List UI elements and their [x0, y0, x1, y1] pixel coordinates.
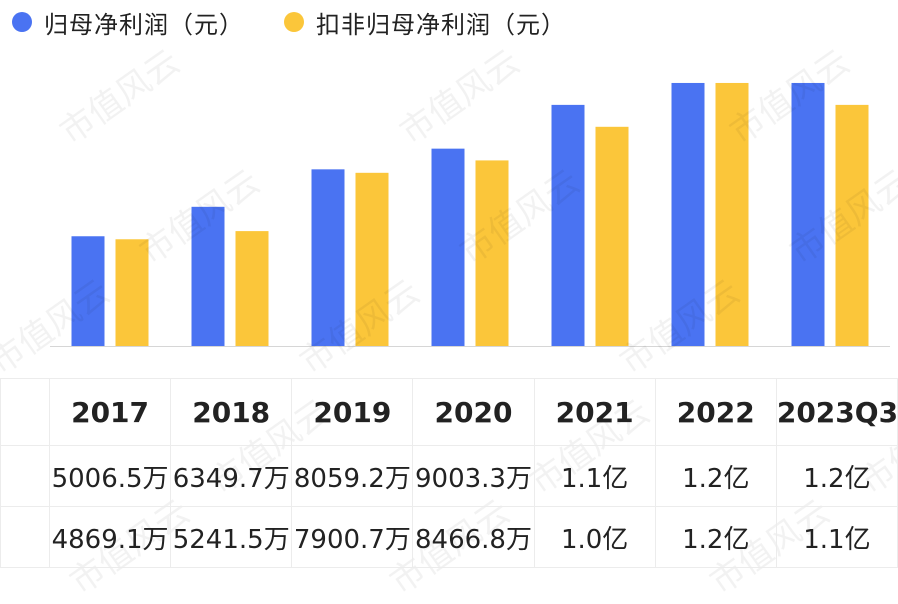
year-header: 2019	[291, 378, 414, 446]
table-header-row: 2017 2018 2019 2020 2021 2022 2023Q3	[0, 378, 898, 446]
row-marker-net-profit	[0, 445, 50, 507]
bar-net-profit-2018[interactable]	[191, 206, 225, 346]
table-row-net-profit: 5006.5万 6349.7万 8059.2万 9003.3万 1.1亿 1.2…	[0, 445, 898, 507]
table-cell: 1.1亿	[775, 506, 898, 568]
bar-adjusted-net-profit-2018[interactable]	[235, 231, 269, 346]
bar-net-profit-2023Q3[interactable]	[791, 82, 825, 347]
year-header: 2018	[170, 378, 293, 446]
table-cell: 1.2亿	[654, 506, 777, 568]
legend-dot-net-profit	[12, 12, 32, 32]
table-cell: 7900.7万	[291, 506, 414, 568]
table-corner	[0, 378, 50, 446]
table-cell: 1.2亿	[775, 445, 898, 507]
bar-net-profit-2022[interactable]	[671, 82, 705, 347]
legend-label-adjusted-net-profit: 扣非归母净利润（元）	[316, 10, 566, 39]
bar-group-2019	[311, 169, 389, 346]
table-cell: 8466.8万	[412, 506, 535, 568]
legend-item-adjusted-net-profit[interactable]: 扣非归母净利润（元）	[284, 5, 566, 40]
bar-net-profit-2019[interactable]	[311, 169, 345, 346]
year-header: 2017	[48, 378, 172, 446]
bar-adjusted-net-profit-2017[interactable]	[115, 239, 149, 346]
table-cell: 6349.7万	[170, 445, 293, 507]
bar-group-2023Q3	[791, 82, 869, 347]
year-header: 2023Q3	[775, 378, 898, 446]
bar-adjusted-net-profit-2019[interactable]	[355, 172, 389, 346]
table-row-adjusted-net-profit: 4869.1万 5241.5万 7900.7万 8466.8万 1.0亿 1.2…	[0, 506, 898, 568]
table-cell: 1.2亿	[654, 445, 777, 507]
legend-label-net-profit: 归母净利润（元）	[44, 10, 244, 39]
chart-legend: 归母净利润（元） 扣非归母净利润（元）	[12, 4, 606, 40]
bar-group-2017	[71, 236, 149, 346]
row-marker-adjusted-net-profit	[0, 506, 50, 568]
table-cell: 1.0亿	[533, 506, 656, 568]
year-header: 2022	[654, 378, 777, 446]
table-cell: 8059.2万	[291, 445, 414, 507]
bar-adjusted-net-profit-2020[interactable]	[475, 160, 509, 346]
table-cell: 5241.5万	[170, 506, 293, 568]
bar-chart	[50, 82, 890, 347]
bar-adjusted-net-profit-2022[interactable]	[715, 82, 749, 347]
legend-item-net-profit[interactable]: 归母净利润（元）	[12, 5, 244, 40]
table-cell: 5006.5万	[48, 445, 172, 507]
data-table: 2017 2018 2019 2020 2021 2022 2023Q3 500…	[0, 378, 898, 568]
bar-group-2020	[431, 148, 509, 346]
table-cell: 1.1亿	[533, 445, 656, 507]
table-cell: 4869.1万	[48, 506, 172, 568]
bar-adjusted-net-profit-2021[interactable]	[595, 126, 629, 346]
bar-group-2021	[551, 104, 629, 346]
year-header: 2020	[412, 378, 535, 446]
bar-adjusted-net-profit-2023Q3[interactable]	[835, 104, 869, 346]
bar-group-2022	[671, 82, 749, 347]
bar-group-2018	[191, 206, 269, 346]
bar-net-profit-2021[interactable]	[551, 104, 585, 346]
bar-net-profit-2017[interactable]	[71, 236, 105, 346]
table-cell: 9003.3万	[412, 445, 535, 507]
year-header: 2021	[533, 378, 656, 446]
legend-dot-adjusted-net-profit	[284, 12, 304, 32]
bar-net-profit-2020[interactable]	[431, 148, 465, 346]
